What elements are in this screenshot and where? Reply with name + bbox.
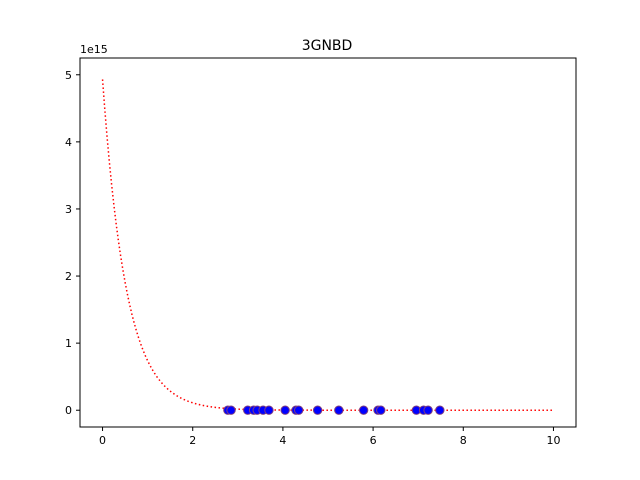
series-1-point-17	[423, 405, 433, 415]
series-1-point-1	[226, 405, 236, 415]
y-tick-label-1: 1	[65, 337, 72, 350]
series-1-point-18	[435, 405, 445, 415]
plot-frame	[79, 57, 577, 428]
series-0-line	[101, 79, 554, 411]
y-tick-label-5: 5	[65, 69, 72, 82]
y-tick-label-0: 0	[65, 404, 72, 417]
series-1-point-7	[280, 405, 290, 415]
x-tick-label-4: 8	[460, 434, 467, 447]
x-tick-label-0: 0	[99, 434, 106, 447]
y-tick-label-4: 4	[65, 136, 72, 149]
series-1-point-10	[312, 405, 323, 415]
series-1-point-12	[358, 405, 369, 415]
series-1-point-14	[376, 405, 386, 415]
x-tick-label-3: 6	[370, 434, 377, 447]
series-1-point-11	[334, 405, 344, 415]
plot-area: 0 2 4 6 8 10 0 1 2 3 4 5	[65, 57, 577, 447]
chart-title: 3GNBD	[302, 38, 353, 54]
y-tick-label-2: 2	[65, 270, 72, 283]
y-tick-label-3: 3	[65, 203, 72, 216]
x-tick-label-2: 4	[279, 434, 286, 447]
series-1-point-9	[293, 405, 304, 415]
series-1-point-6	[264, 405, 274, 415]
y-offset-label: 1e15	[80, 43, 108, 56]
x-tick-label-1: 2	[189, 434, 196, 447]
x-tick-label-5: 10	[546, 434, 560, 447]
